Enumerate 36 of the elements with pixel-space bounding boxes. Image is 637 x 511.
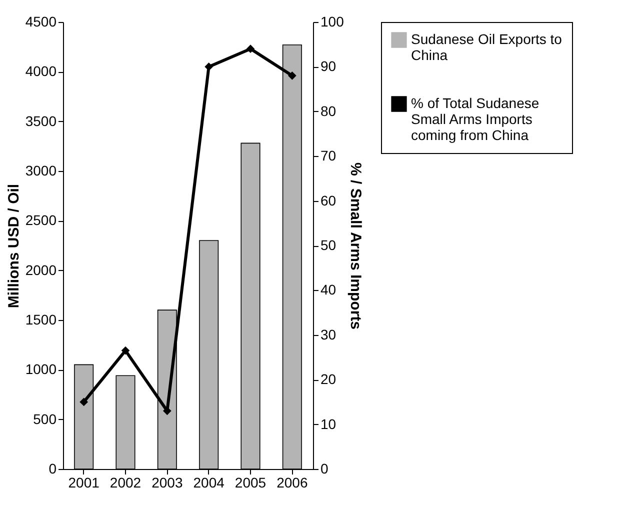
x-tick-label: 2005: [234, 474, 266, 490]
y2-tick-label: 50: [320, 237, 336, 253]
y-tick-label: 3500: [25, 112, 57, 129]
y2-tick-label: 40: [320, 282, 336, 298]
y-tick-label: 4000: [25, 63, 57, 80]
y-tick-label: 1000: [25, 361, 57, 378]
point: [80, 398, 88, 406]
point: [246, 44, 255, 54]
x-tick-label: 2003: [152, 474, 183, 490]
y-tick-label: 2000: [25, 262, 57, 278]
y-tick-label: 500: [33, 410, 57, 427]
legend-label: Sudanese Oil Exports to China: [411, 31, 562, 63]
y-tick-label: 4500: [25, 14, 57, 30]
y-tick-label: 1500: [25, 312, 57, 328]
y-tick-label: 0: [48, 460, 57, 476]
y2-tick-label: 20: [320, 371, 336, 388]
y-tick-label: 3000: [25, 162, 57, 178]
point: [121, 346, 130, 355]
y2-tick-label: 80: [320, 102, 336, 119]
y2-tick-label: 0: [320, 460, 328, 476]
x-tick-label: 2004: [193, 474, 225, 490]
point: [204, 62, 214, 71]
x-tick-label: 2001: [68, 474, 100, 490]
x-tick-label: 2002: [110, 474, 142, 490]
y-axis-title: Millions USD / Oil: [5, 184, 22, 308]
y-tick-label: 2500: [25, 212, 57, 228]
point: [288, 71, 296, 80]
y2-tick-label: 10: [320, 416, 336, 432]
y2-tick-label: 70: [320, 148, 336, 164]
y2-tick-label: 30: [320, 326, 336, 342]
y2-tick-label: 90: [320, 58, 336, 74]
y2-axis-title: % / Small Arms Imports: [346, 162, 364, 330]
y2-tick-label: 60: [320, 192, 336, 208]
x-tick-label: 2006: [276, 474, 308, 490]
legend-label: % of Total Sudanese Small Arms Imports coming from China: [411, 95, 540, 143]
y2-tick-label: 100: [320, 14, 344, 30]
